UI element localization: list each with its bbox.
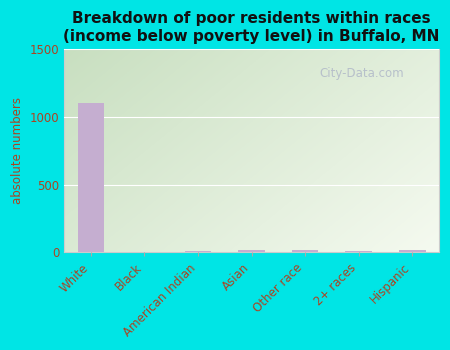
Bar [345,251,372,252]
Y-axis label: absolute numbers: absolute numbers [11,97,24,204]
Bar [77,103,104,252]
Title: Breakdown of poor residents within races
(income below poverty level) in Buffalo: Breakdown of poor residents within races… [63,11,440,43]
Bar [238,250,265,252]
Bar [184,251,212,252]
Text: City-Data.com: City-Data.com [319,67,404,80]
Bar [292,250,319,252]
Bar [399,250,426,252]
